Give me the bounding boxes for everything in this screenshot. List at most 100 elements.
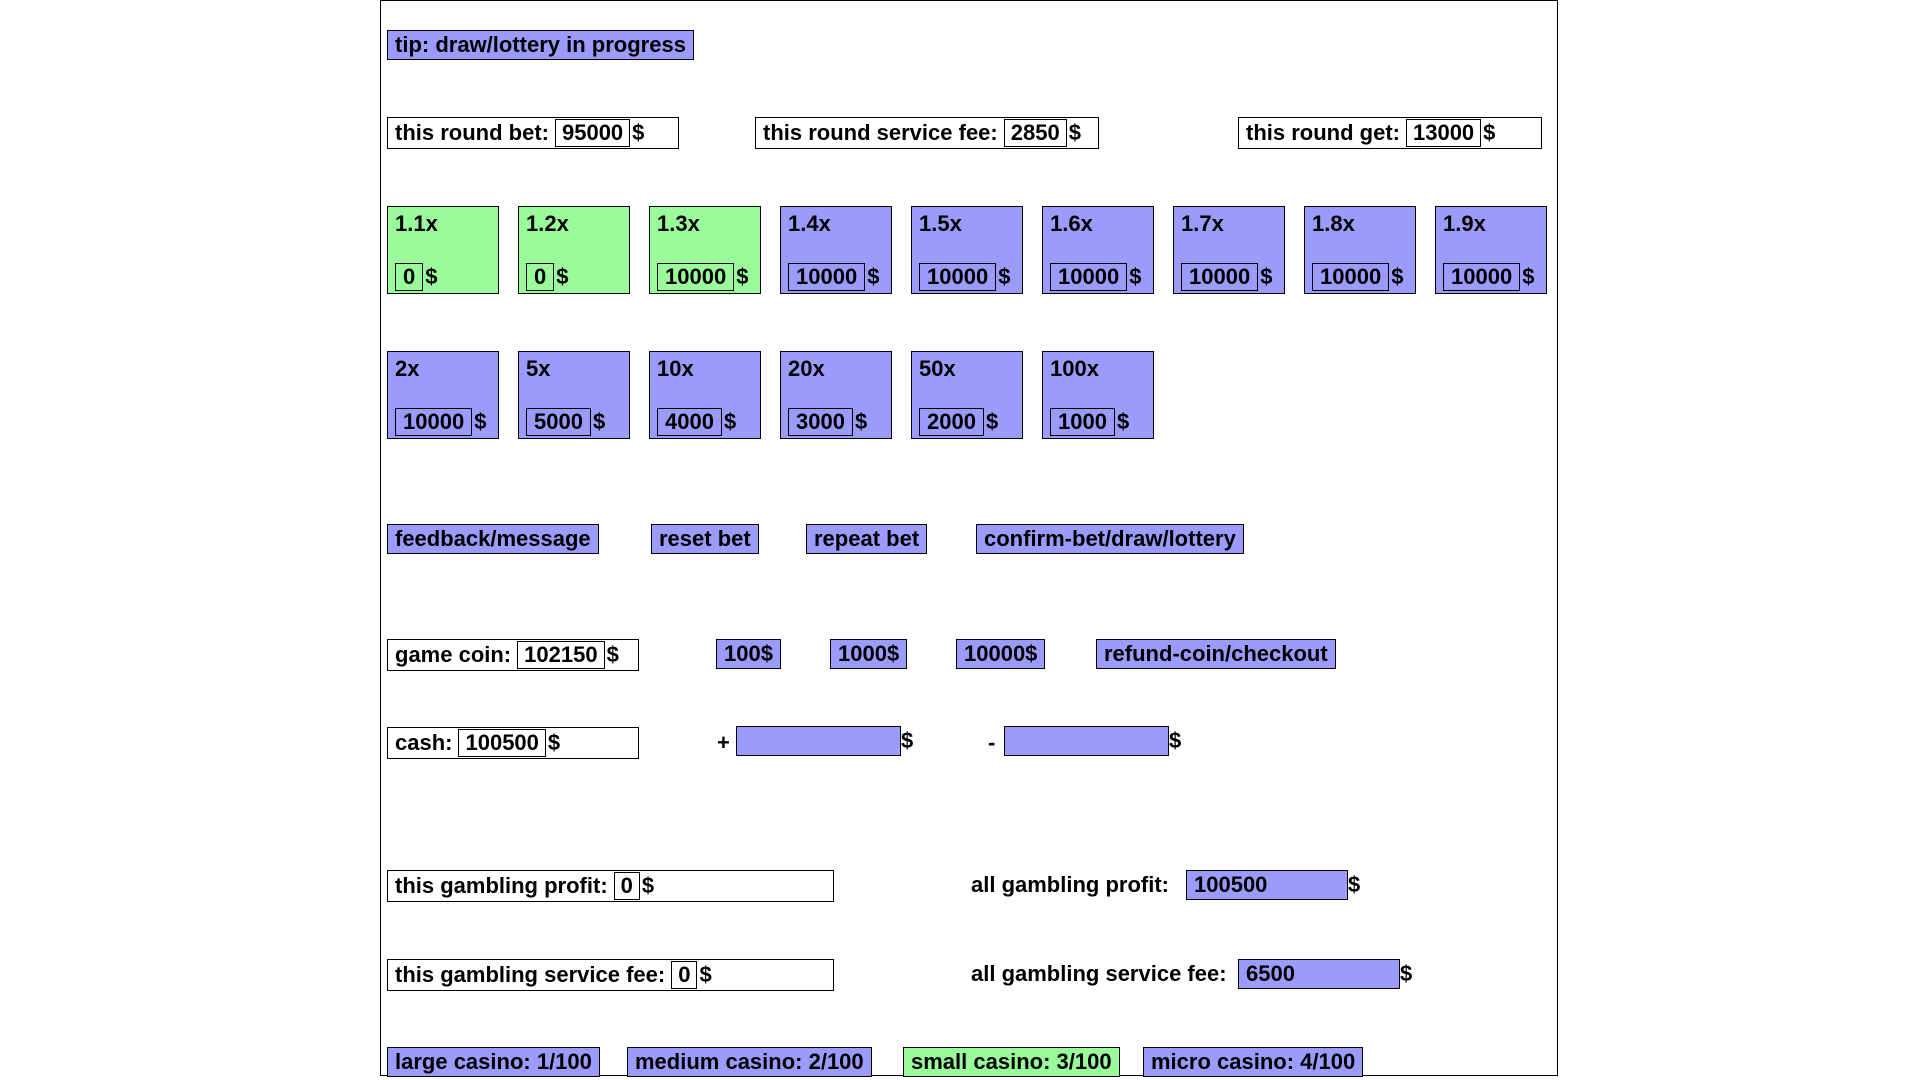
multiplier-bet-value: 3000 bbox=[788, 408, 853, 436]
refund-checkout-button[interactable]: refund-coin/checkout bbox=[1096, 639, 1336, 669]
multiplier-bet-currency: $ bbox=[474, 409, 487, 434]
multiplier-bet[interactable]: 10000 $ bbox=[1443, 263, 1534, 291]
this-service-fee-label: this gambling service fee: bbox=[395, 962, 666, 987]
round-fee-currency: $ bbox=[1068, 120, 1081, 145]
multiplier-bet-currency: $ bbox=[867, 264, 880, 289]
multiplier-tile[interactable]: 1.9x 10000 $ bbox=[1435, 206, 1547, 294]
multiplier-tile[interactable]: 50x 2000 $ bbox=[911, 351, 1023, 439]
multiplier-bet-currency: $ bbox=[854, 409, 868, 434]
round-get-value: 13000 bbox=[1405, 119, 1482, 147]
round-bet-value: 95000 bbox=[554, 119, 631, 147]
multiplier-bet-currency: $ bbox=[723, 409, 737, 434]
multiplier-bet[interactable]: 5000 $ bbox=[526, 408, 605, 436]
multiplier-bet[interactable]: 10000 $ bbox=[919, 263, 1010, 291]
multiplier-label: 1.1x bbox=[395, 211, 438, 236]
this-service-fee-box: this gambling service fee: 0 $ bbox=[387, 959, 834, 991]
round-bet-label: this round bet: bbox=[395, 120, 549, 145]
round-bet-currency: $ bbox=[632, 120, 645, 145]
multiplier-bet-value: 5000 bbox=[526, 408, 591, 436]
multiplier-tile[interactable]: 10x 4000 $ bbox=[649, 351, 761, 439]
cash-deposit-input[interactable] bbox=[736, 726, 901, 756]
casino-option[interactable]: micro casino: 4/100 bbox=[1143, 1047, 1364, 1077]
multiplier-bet-value: 1000 bbox=[1050, 408, 1115, 436]
multiplier-bet[interactable]: 2000 $ bbox=[919, 408, 998, 436]
feedback-button[interactable]: feedback/message bbox=[387, 524, 599, 554]
multiplier-bet-value: 10000 bbox=[657, 263, 735, 291]
multiplier-label: 1.5x bbox=[919, 211, 962, 236]
all-service-fee-currency: $ bbox=[1400, 961, 1413, 986]
this-profit-value: 0 bbox=[613, 872, 640, 900]
game-panel: tip: draw/lottery in progress this round… bbox=[380, 0, 1558, 1077]
multiplier-label: 20x bbox=[788, 356, 825, 381]
confirm-draw-button[interactable]: confirm-bet/draw/lottery bbox=[976, 524, 1244, 554]
round-fee-value: 2850 bbox=[1003, 119, 1067, 147]
multiplier-bet-currency: $ bbox=[1391, 264, 1404, 289]
multiplier-tile[interactable]: 1.8x 10000 $ bbox=[1304, 206, 1416, 294]
multiplier-bet[interactable]: 3000 $ bbox=[788, 408, 867, 436]
cash-plus-sign: + bbox=[717, 730, 730, 755]
casino-option[interactable]: small casino: 3/100 bbox=[903, 1047, 1120, 1077]
multiplier-tile[interactable]: 1.7x 10000 $ bbox=[1173, 206, 1285, 294]
tip-banner: tip: draw/lottery in progress bbox=[387, 30, 694, 60]
multiplier-bet[interactable]: 10000 $ bbox=[1181, 263, 1272, 291]
multiplier-bet[interactable]: 0 $ bbox=[395, 263, 438, 291]
multiplier-bet-value: 10000 bbox=[1050, 263, 1128, 291]
cash-withdraw-input[interactable] bbox=[1004, 726, 1169, 756]
multiplier-tile[interactable]: 1.5x 10000 $ bbox=[911, 206, 1023, 294]
round-get-currency: $ bbox=[1483, 120, 1496, 145]
this-service-fee-currency: $ bbox=[699, 962, 712, 987]
round-fee-label: this round service fee: bbox=[763, 120, 998, 145]
multiplier-tile[interactable]: 5x 5000 $ bbox=[518, 351, 630, 439]
multiplier-bet-currency: $ bbox=[1129, 264, 1142, 289]
coin-1000-button[interactable]: 1000$ bbox=[830, 639, 908, 669]
reset-bet-button[interactable]: reset bet bbox=[651, 524, 759, 554]
multiplier-label: 1.7x bbox=[1181, 211, 1224, 236]
cash-box: cash: 100500 $ bbox=[387, 727, 639, 759]
multiplier-bet[interactable]: 10000 $ bbox=[788, 263, 879, 291]
casino-option[interactable]: medium casino: 2/100 bbox=[627, 1047, 872, 1077]
coin-10000-button[interactable]: 10000$ bbox=[956, 639, 1046, 669]
multiplier-tile[interactable]: 100x 1000 $ bbox=[1042, 351, 1154, 439]
game-coin-box: game coin: 102150 $ bbox=[387, 639, 639, 671]
casino-option[interactable]: large casino: 1/100 bbox=[387, 1047, 600, 1077]
coin-100-button[interactable]: 100$ bbox=[716, 639, 781, 669]
cash-withdraw-currency: $ bbox=[1169, 728, 1182, 753]
multiplier-bet-value: 4000 bbox=[657, 408, 722, 436]
multiplier-bet[interactable]: 10000 $ bbox=[1050, 263, 1141, 291]
multiplier-label: 1.2x bbox=[526, 211, 569, 236]
cash-currency: $ bbox=[547, 730, 561, 755]
multiplier-bet[interactable]: 0 $ bbox=[526, 263, 569, 291]
multiplier-label: 1.8x bbox=[1312, 211, 1355, 236]
multiplier-label: 1.4x bbox=[788, 211, 831, 236]
round-get-box: this round get: 13000 $ bbox=[1238, 117, 1542, 149]
multiplier-tile[interactable]: 1.4x 10000 $ bbox=[780, 206, 892, 294]
round-fee-box: this round service fee: 2850 $ bbox=[755, 117, 1099, 149]
multiplier-bet-currency: $ bbox=[736, 264, 749, 289]
multiplier-bet[interactable]: 1000 $ bbox=[1050, 408, 1129, 436]
multiplier-tile[interactable]: 20x 3000 $ bbox=[780, 351, 892, 439]
multiplier-bet-value: 10000 bbox=[1312, 263, 1390, 291]
cash-deposit-currency: $ bbox=[901, 728, 914, 753]
multiplier-tile[interactable]: 1.2x 0 $ bbox=[518, 206, 630, 294]
multiplier-bet-value: 10000 bbox=[1181, 263, 1259, 291]
multiplier-tile[interactable]: 1.6x 10000 $ bbox=[1042, 206, 1154, 294]
multiplier-tile[interactable]: 1.3x 10000 $ bbox=[649, 206, 761, 294]
multiplier-bet[interactable]: 10000 $ bbox=[657, 263, 748, 291]
multiplier-bet[interactable]: 4000 $ bbox=[657, 408, 736, 436]
multiplier-bet-currency: $ bbox=[425, 264, 438, 289]
all-profit-currency: $ bbox=[1348, 872, 1361, 897]
multiplier-bet-value: 0 bbox=[526, 263, 555, 291]
multiplier-bet-value: 10000 bbox=[1443, 263, 1521, 291]
multiplier-bet-currency: $ bbox=[592, 409, 606, 434]
multiplier-tile[interactable]: 2x 10000 $ bbox=[387, 351, 499, 439]
multiplier-bet-currency: $ bbox=[556, 264, 569, 289]
multiplier-tile[interactable]: 1.1x 0 $ bbox=[387, 206, 499, 294]
all-service-fee-value: 6500 bbox=[1238, 959, 1400, 989]
multiplier-bet-value: 2000 bbox=[919, 408, 984, 436]
game-coin-currency: $ bbox=[606, 642, 619, 667]
this-profit-currency: $ bbox=[641, 873, 655, 898]
multiplier-bet-currency: $ bbox=[985, 409, 999, 434]
repeat-bet-button[interactable]: repeat bet bbox=[806, 524, 928, 554]
multiplier-bet[interactable]: 10000 $ bbox=[395, 408, 486, 436]
multiplier-bet[interactable]: 10000 $ bbox=[1312, 263, 1403, 291]
